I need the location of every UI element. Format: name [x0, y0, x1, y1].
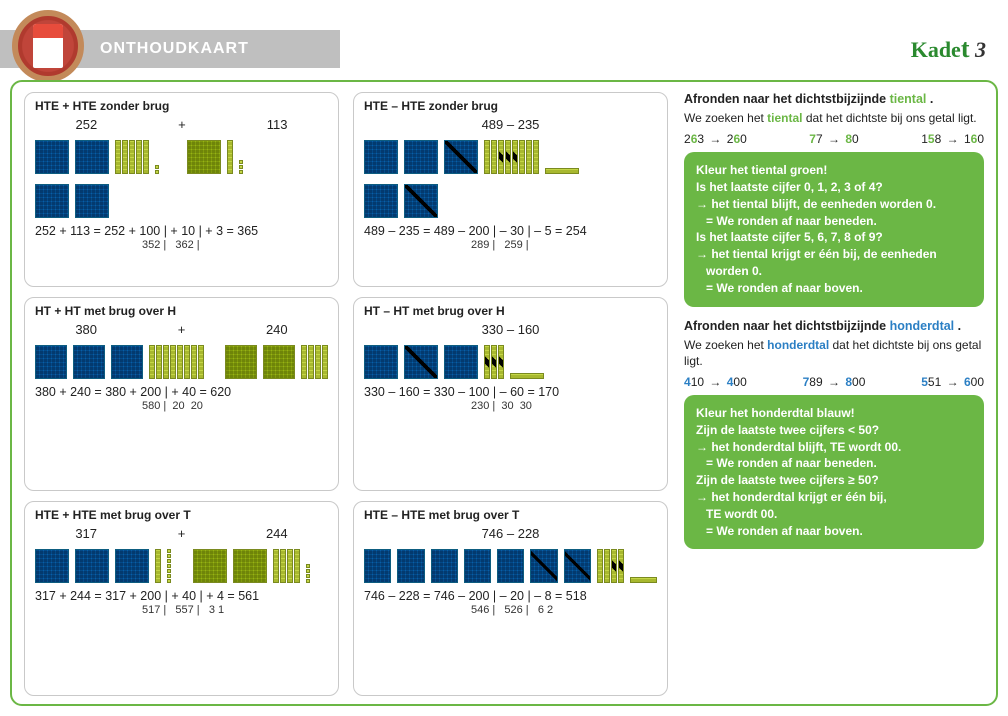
rule-line: Zijn de laatste twee cijfers ≥ 50? [696, 472, 972, 489]
card-sub-ht-bridge-h: HT – HT met brug over H 330 – 160 330 – … [353, 297, 668, 492]
card-title: HTE + HTE zonder brug [35, 99, 328, 113]
rule-line: → het tiental krijgt er één bij, de eenh… [696, 246, 972, 263]
rule-line: worden 0. [696, 263, 972, 280]
equation-sub: 352 | 362 | [35, 239, 328, 251]
expression: 330 – 160 [364, 322, 657, 337]
rule-line: = We ronden af naar beneden. [696, 213, 972, 230]
example: 551 → 600 [921, 375, 984, 389]
operand-left: 380 [75, 322, 97, 337]
rounding-tens-section: Afronden naar het dichtstbijzijnde tient… [684, 92, 984, 307]
badge-number: 3 [33, 26, 63, 37]
operand-left: 252 [75, 117, 97, 132]
rule-line: Is het laatste cijfer 0, 1, 2, 3 of 4? [696, 179, 972, 196]
card-title: HT + HT met brug over H [35, 304, 328, 318]
operand-right: 240 [266, 322, 288, 337]
rule-line: Kleur het tiental groen! [696, 162, 972, 179]
section-title: Afronden naar het dichtstbijzijnde tient… [684, 92, 984, 106]
card-add-hte-bridge-t: HTE + HTE met brug over T 317 + 244 317 … [24, 501, 339, 696]
equation-sub: 230 | 30 30 [364, 400, 657, 412]
operator: + [178, 322, 186, 337]
section-intro: We zoeken het honderdtal dat het dichtst… [684, 337, 984, 369]
page-header: 3 ONTHOUDKAART Kadet 3 [0, 30, 1008, 70]
card-title: HTE + HTE met brug over T [35, 508, 328, 522]
operand-row: 380 + 240 [35, 322, 328, 337]
operand-left: 317 [75, 526, 97, 541]
equation: 746 – 228 = 746 – 200 | – 20 | – 8 = 518 [364, 589, 657, 603]
block-visual [364, 136, 657, 174]
rule-line: = We ronden af naar boven. [696, 523, 972, 540]
example: 263 → 260 [684, 132, 747, 146]
equation-sub: 580 | 20 20 [35, 400, 328, 412]
block-visual [364, 341, 657, 379]
rule-line: → het tiental blijft, de eenheden worden… [696, 196, 972, 213]
rule-line: = We ronden af naar boven. [696, 280, 972, 297]
equation: 380 + 240 = 380 + 200 | + 40 = 620 [35, 385, 328, 399]
rule-box-tens: Kleur het tiental groen! Is het laatste … [684, 152, 984, 306]
operand-right: 244 [266, 526, 288, 541]
card-sub-hte-no-bridge: HTE – HTE zonder brug 489 – 235 489 – 23… [353, 92, 668, 287]
equation: 317 + 244 = 317 + 200 | + 40 | + 4 = 561 [35, 589, 328, 603]
card-title: HTE – HTE met brug over T [364, 508, 657, 522]
rule-box-hundreds: Kleur het honderdtal blauw! Zijn de laat… [684, 395, 984, 549]
rule-line: → het honderdtal krijgt er één bij, [696, 489, 972, 506]
block-visual-2 [35, 180, 328, 218]
lighthouse-icon: 3 [33, 24, 63, 68]
main-content: HTE + HTE zonder brug 252 + 113 252 + 11… [24, 92, 984, 696]
equation: 489 – 235 = 489 – 200 | – 30 | – 5 = 254 [364, 224, 657, 238]
example: 158 → 160 [921, 132, 984, 146]
operator: + [178, 526, 186, 541]
equation-sub: 546 | 526 | 6 2 [364, 604, 657, 616]
rule-line: Is het laatste cijfer 5, 6, 7, 8 of 9? [696, 229, 972, 246]
rounding-hundreds-section: Afronden naar het dichtstbijzijnde honde… [684, 319, 984, 550]
equation-sub: 289 | 259 | [364, 239, 657, 251]
block-visual [35, 341, 328, 379]
expression: 746 – 228 [364, 526, 657, 541]
brand-number: 3 [975, 37, 986, 62]
equation: 330 – 160 = 330 – 100 | – 60 = 170 [364, 385, 657, 399]
example: 789 → 800 [803, 375, 866, 389]
brand-logo: Kadet 3 [911, 34, 986, 64]
block-visual [364, 545, 657, 583]
card-add-hte-no-bridge: HTE + HTE zonder brug 252 + 113 252 + 11… [24, 92, 339, 287]
block-visual [35, 136, 328, 174]
rule-line: Kleur het honderdtal blauw! [696, 405, 972, 422]
card-add-ht-bridge-h: HT + HT met brug over H 380 + 240 380 + … [24, 297, 339, 492]
operand-right: 113 [267, 117, 288, 132]
right-column: Afronden naar het dichtstbijzijnde tient… [684, 92, 984, 696]
block-visual-2 [364, 180, 657, 218]
example: 410 → 400 [684, 375, 747, 389]
example: 77 → 80 [809, 132, 858, 146]
section-title: Afronden naar het dichtstbijzijnde honde… [684, 319, 984, 333]
block-visual [35, 545, 328, 583]
brand-name: Kade [911, 37, 961, 62]
rule-line: Zijn de laatste twee cijfers < 50? [696, 422, 972, 439]
equation: 252 + 113 = 252 + 100 | + 10 | + 3 = 365 [35, 224, 328, 238]
rule-line: = We ronden af naar beneden. [696, 455, 972, 472]
card-title: HT – HT met brug over H [364, 304, 657, 318]
examples-row: 263 → 260 77 → 80 158 → 160 [684, 132, 984, 146]
examples-row: 410 → 400 789 → 800 551 → 600 [684, 375, 984, 389]
operand-row: 317 + 244 [35, 526, 328, 541]
rule-line: → het honderdtal blijft, TE wordt 00. [696, 439, 972, 456]
card-title: HTE – HTE zonder brug [364, 99, 657, 113]
brand-t: t [961, 34, 970, 63]
rule-line: TE wordt 00. [696, 506, 972, 523]
chapter-badge: 3 [12, 10, 84, 82]
expression: 489 – 235 [364, 117, 657, 132]
equation-sub: 517 | 557 | 3 1 [35, 604, 328, 616]
section-intro: We zoeken het tiental dat het dichtste b… [684, 110, 984, 126]
card-sub-hte-bridge-t: HTE – HTE met brug over T 746 – 228 746 … [353, 501, 668, 696]
operand-row: 252 + 113 [35, 117, 328, 132]
left-grid: HTE + HTE zonder brug 252 + 113 252 + 11… [24, 92, 668, 696]
operator: + [178, 117, 186, 132]
